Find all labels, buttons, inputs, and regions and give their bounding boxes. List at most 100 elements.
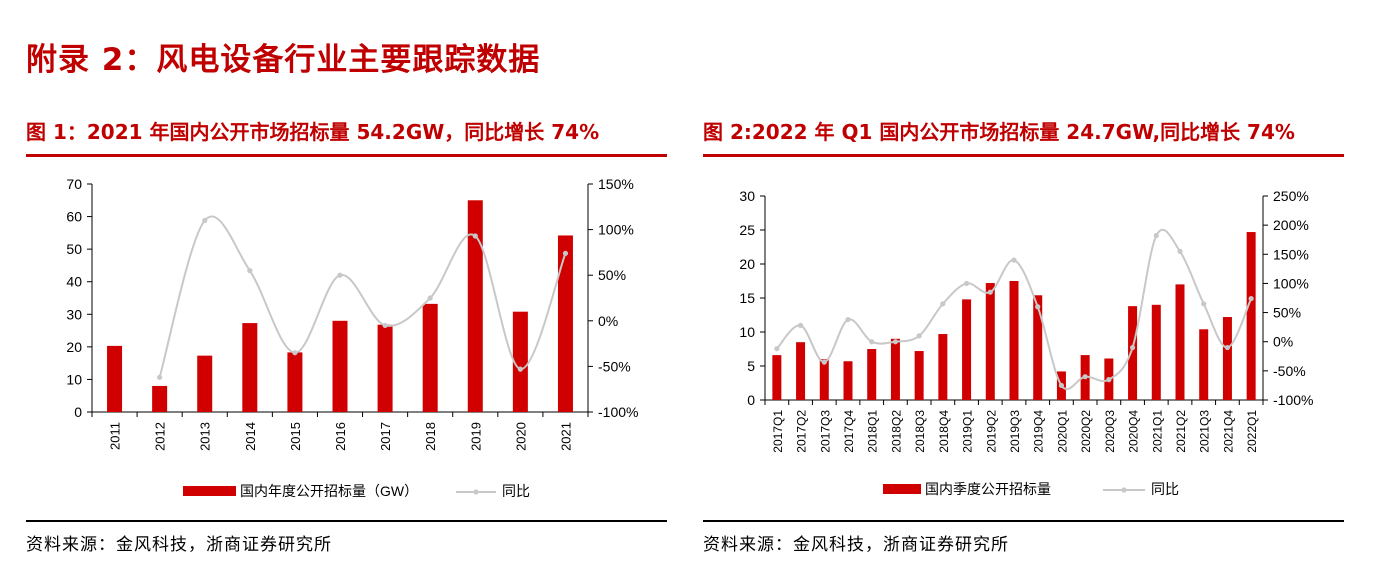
y-tick-label-left: 30 [66,306,82,322]
bar [377,324,393,412]
source-note-1: 资料来源：金风科技，浙商证券研究所 [26,535,332,555]
bar [1199,329,1209,400]
y-tick-label-right: 150% [598,176,634,192]
legend-line-label: 同比 [502,483,530,499]
x-category-label: 2018 [423,422,438,451]
yoy-point [562,250,569,256]
bar [1222,317,1232,400]
bar [962,299,972,400]
y-tick-label-left: 50 [66,241,82,257]
y-tick-label-right: 0% [1273,334,1293,350]
yoy-point [916,333,922,339]
x-category-label: 2021Q1 [1150,410,1164,453]
y-tick-label-right: 100% [1273,275,1309,291]
x-category-label: 2021 [558,422,573,451]
y-tick-label-right: -50% [598,358,631,374]
yoy-point [517,366,523,372]
y-tick-label-left: 30 [739,188,755,204]
x-category-label: 2016 [333,422,348,451]
y-tick-label-right: -100% [1273,392,1313,408]
legend-bar-label: 国内季度公开招标量 [925,481,1051,497]
legend-bar-swatch [883,484,921,494]
y-tick-label-left: 10 [739,324,755,340]
x-category-label: 2019 [468,422,483,451]
yoy-point [1201,301,1207,307]
bar [422,303,438,412]
yoy-point [797,322,804,328]
yoy-point [1177,248,1183,254]
legend-bar-label: 国内年度公开招标量（GW） [240,483,418,499]
figure-title-2: 图 2:2022 年 Q1 国内公开市场招标量 24.7GW,同比增长 74% [703,120,1295,144]
x-category-label: 2013 [198,422,213,451]
x-category-label: 2020 [513,422,528,451]
bar [287,352,303,412]
chart-quarterly-tender: 0 5 10 15 20 25 30 -100% -50% 0% 50% 100% 150% 200% 25… [739,188,1313,497]
bar [1175,284,1185,400]
yoy-point [382,322,388,328]
bar [1033,295,1043,400]
y-tick-label-right: -50% [1273,363,1306,379]
source-note-2: 资料来源：金风科技，浙商证券研究所 [703,535,1009,555]
bar [772,355,782,400]
y-tick-label-left: 0 [747,392,755,408]
x-category-label: 2017Q4 [842,410,856,453]
yoy-point [292,350,298,356]
yoy-line [776,228,1253,391]
yoy-point [940,301,946,307]
x-category-label: 2011 [108,422,123,450]
bar [332,320,348,412]
bar [467,200,483,412]
y-tick-label-right: 50% [1273,305,1301,321]
y-tick-label-left: 60 [66,209,82,225]
figure-title-1: 图 1：2021 年国内公开市场招标量 54.2GW，同比增长 74% [26,120,600,144]
x-category-label: 2018Q1 [866,410,880,453]
x-category-label: 2018Q4 [937,410,951,453]
x-category-label: 2014 [243,422,258,451]
y-tick-label-right: 0% [598,313,618,329]
yoy-point [1035,304,1041,310]
bar [1009,281,1019,400]
legend-line-label: 同比 [1151,481,1179,497]
yoy-point [472,233,478,239]
x-category-label: 2022Q1 [1245,410,1259,453]
yoy-point [157,374,163,380]
x-category-label: 2017Q3 [818,410,832,453]
x-category-label: 2019Q3 [1008,410,1022,453]
bar [1128,306,1138,400]
yoy-point [337,272,343,278]
y-tick-label-left: 5 [747,358,755,374]
section-title: 附录 2：风电设备行业主要跟踪数据 [26,42,541,78]
bar [1151,304,1161,400]
bar [819,359,829,400]
bar [1246,232,1256,400]
yoy-line [158,215,567,378]
bar [867,349,877,400]
bar [796,342,806,400]
bar [890,338,900,400]
yoy-point [1106,377,1112,383]
yoy-point [1011,257,1017,263]
y-tick-label-left: 15 [739,290,755,306]
figure-panel-1: 图 1：2021 年国内公开市场招标量 54.2GW，同比增长 74% 0 10 2… [26,112,667,579]
x-category-label: 2020Q2 [1079,410,1093,453]
bar [914,351,924,400]
y-tick-label-right: 50% [598,267,626,283]
y-tick-label-right: 100% [598,222,634,238]
y-tick-label-left: 70 [66,176,82,192]
bar [197,355,213,412]
x-category-label: 2015 [288,422,303,451]
yoy-point [202,217,208,224]
x-category-label: 2018Q3 [913,410,927,453]
source-rule-2 [703,520,1344,522]
yoy-point [247,268,253,274]
yoy-point [774,346,780,352]
x-category-label: 2019Q1 [961,410,975,453]
yoy-point [1058,382,1065,389]
yoy-point [427,295,433,301]
x-category-label: 2020Q1 [1055,410,1069,453]
bar [843,361,853,400]
bar [107,345,123,412]
yoy-point [1082,374,1088,380]
x-category-label: 2019Q4 [1032,410,1046,453]
chart-annual-tender: 0 10 20 30 40 50 60 70 -100% -50% 0% 50% 100% 150% 201… [66,176,638,499]
